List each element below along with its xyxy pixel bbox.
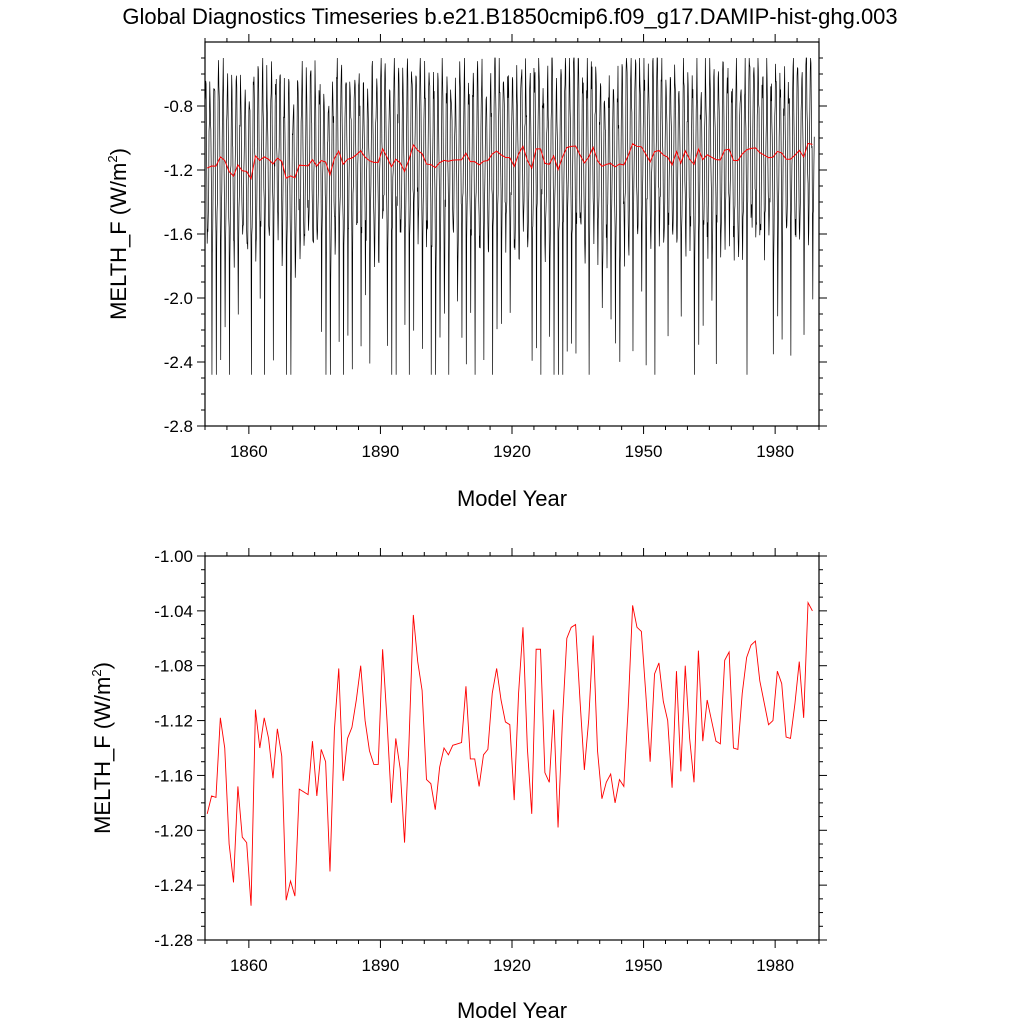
y-tick-label: -1.6 [164,225,193,244]
y-tick-label: -2.0 [164,289,193,308]
plot-frame-bottom [204,555,820,941]
x-axis-label-bottom: Model Year [457,998,567,1023]
monthly-series-line [204,57,815,375]
y-tick-label: -2.4 [164,353,193,372]
y-tick-label: -1.12 [154,712,193,731]
y-tick-label: -1.2 [164,161,193,180]
figure-title: Global Diagnostics Timeseries b.e21.B185… [122,4,897,29]
x-tick-label: 1920 [493,442,531,461]
y-axis-label-top: MELTH_F (W/m2) [105,148,131,320]
x-tick-label: 1860 [230,956,268,975]
x-axis-label-top: Model Year [457,486,567,511]
x-tick-label: 1980 [756,956,794,975]
top-panel: 1860 1890 1920 1950 1980 -2.8 -2.4 -2.0 -1.6 -1.2… [105,34,827,511]
y-tick-label: -0.8 [164,97,193,116]
y-tick-label: -2.8 [164,417,193,436]
y-tick-label: -1.28 [154,931,193,950]
bottom-panel: 1860 1890 1920 1950 1980 -1.28 -1.24 -1.20 -1.16… [89,547,827,1023]
x-tick-label: 1890 [362,956,400,975]
x-tick-label: 1950 [625,956,663,975]
x-tick-label: 1860 [230,442,268,461]
y-tick-label: -1.00 [154,547,193,566]
bottom-panel-series [206,600,813,906]
bottom-panel-ticks: 1860 1890 1920 1950 1980 -1.28 -1.24 -1.20 -1.16… [154,547,827,975]
y-tick-label: -1.16 [154,766,193,785]
x-tick-label: 1890 [362,442,400,461]
annual-mean-line-top [206,142,813,181]
y-tick-label: -1.24 [154,876,193,895]
y-tick-label: -1.04 [154,602,193,621]
y-tick-label: -1.08 [154,657,193,676]
x-tick-label: 1920 [493,956,531,975]
y-axis-label-bottom: MELTH_F (W/m2) [89,662,115,834]
top-panel-series [204,57,815,375]
y-tick-label: -1.20 [154,821,193,840]
top-panel-ticks: 1860 1890 1920 1950 1980 -2.8 -2.4 -2.0 -1.6 -1.2… [164,34,827,461]
x-tick-label: 1980 [756,442,794,461]
x-tick-label: 1950 [625,442,663,461]
annual-mean-line-bottom [206,600,813,906]
